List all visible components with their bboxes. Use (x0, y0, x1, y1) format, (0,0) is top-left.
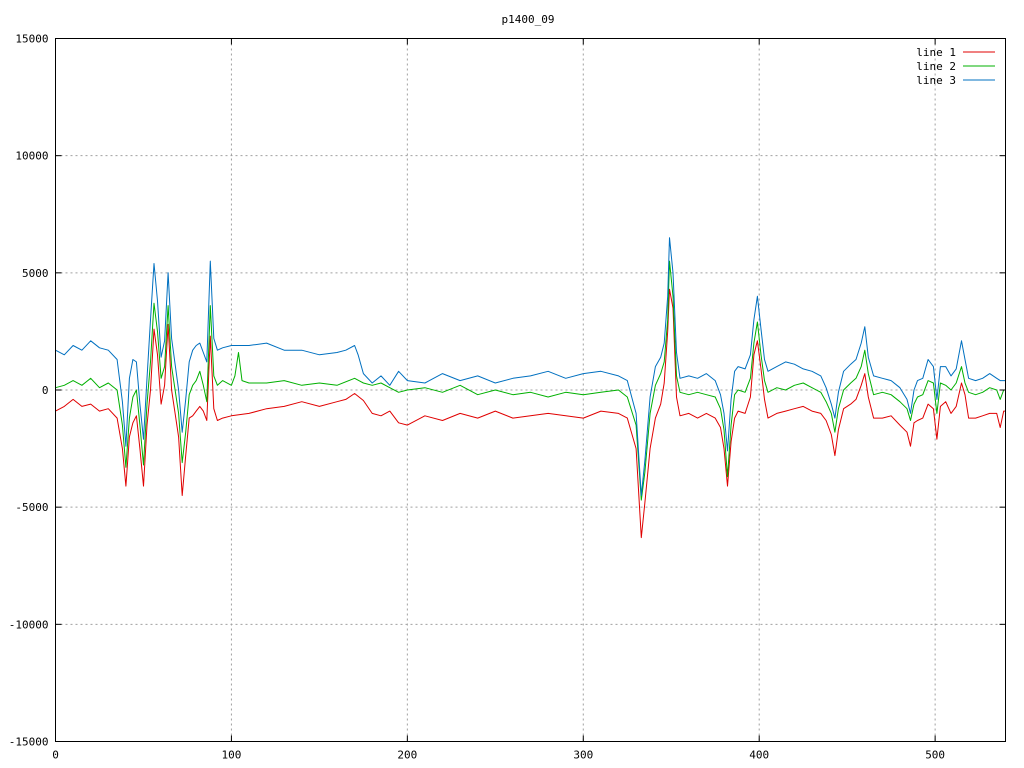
series-layer (55, 237, 1006, 539)
legend-label: line 2 (916, 60, 956, 73)
x-tick-label: 500 (925, 749, 945, 762)
x-tick-label: 200 (397, 749, 417, 762)
y-tick-label: 15000 (15, 33, 48, 46)
legend-label: line 3 (916, 74, 956, 87)
x-tick-label: 100 (221, 749, 241, 762)
series-line-3 (55, 237, 1006, 496)
x-tick-label: 300 (573, 749, 593, 762)
y-tick-label: -10000 (9, 618, 49, 631)
y-tick-label: -15000 (9, 736, 49, 749)
x-tick-label: 0 (52, 749, 59, 762)
y-tick-label: -5000 (15, 501, 48, 514)
x-tick-label: 400 (749, 749, 769, 762)
grid (55, 38, 1006, 742)
series-line-1 (55, 288, 1006, 539)
y-tick-label: 10000 (15, 150, 48, 163)
legend-label: line 1 (916, 46, 956, 59)
chart-title: p1400_09 (502, 13, 555, 26)
y-tick-label: 5000 (22, 267, 49, 280)
y-tick-label: 0 (42, 384, 49, 397)
axis-ticks: 0 100 200 300 400 500 -15000 -10000 -5000 0 5000 10… (9, 33, 1006, 762)
series-line-2 (55, 260, 1006, 501)
